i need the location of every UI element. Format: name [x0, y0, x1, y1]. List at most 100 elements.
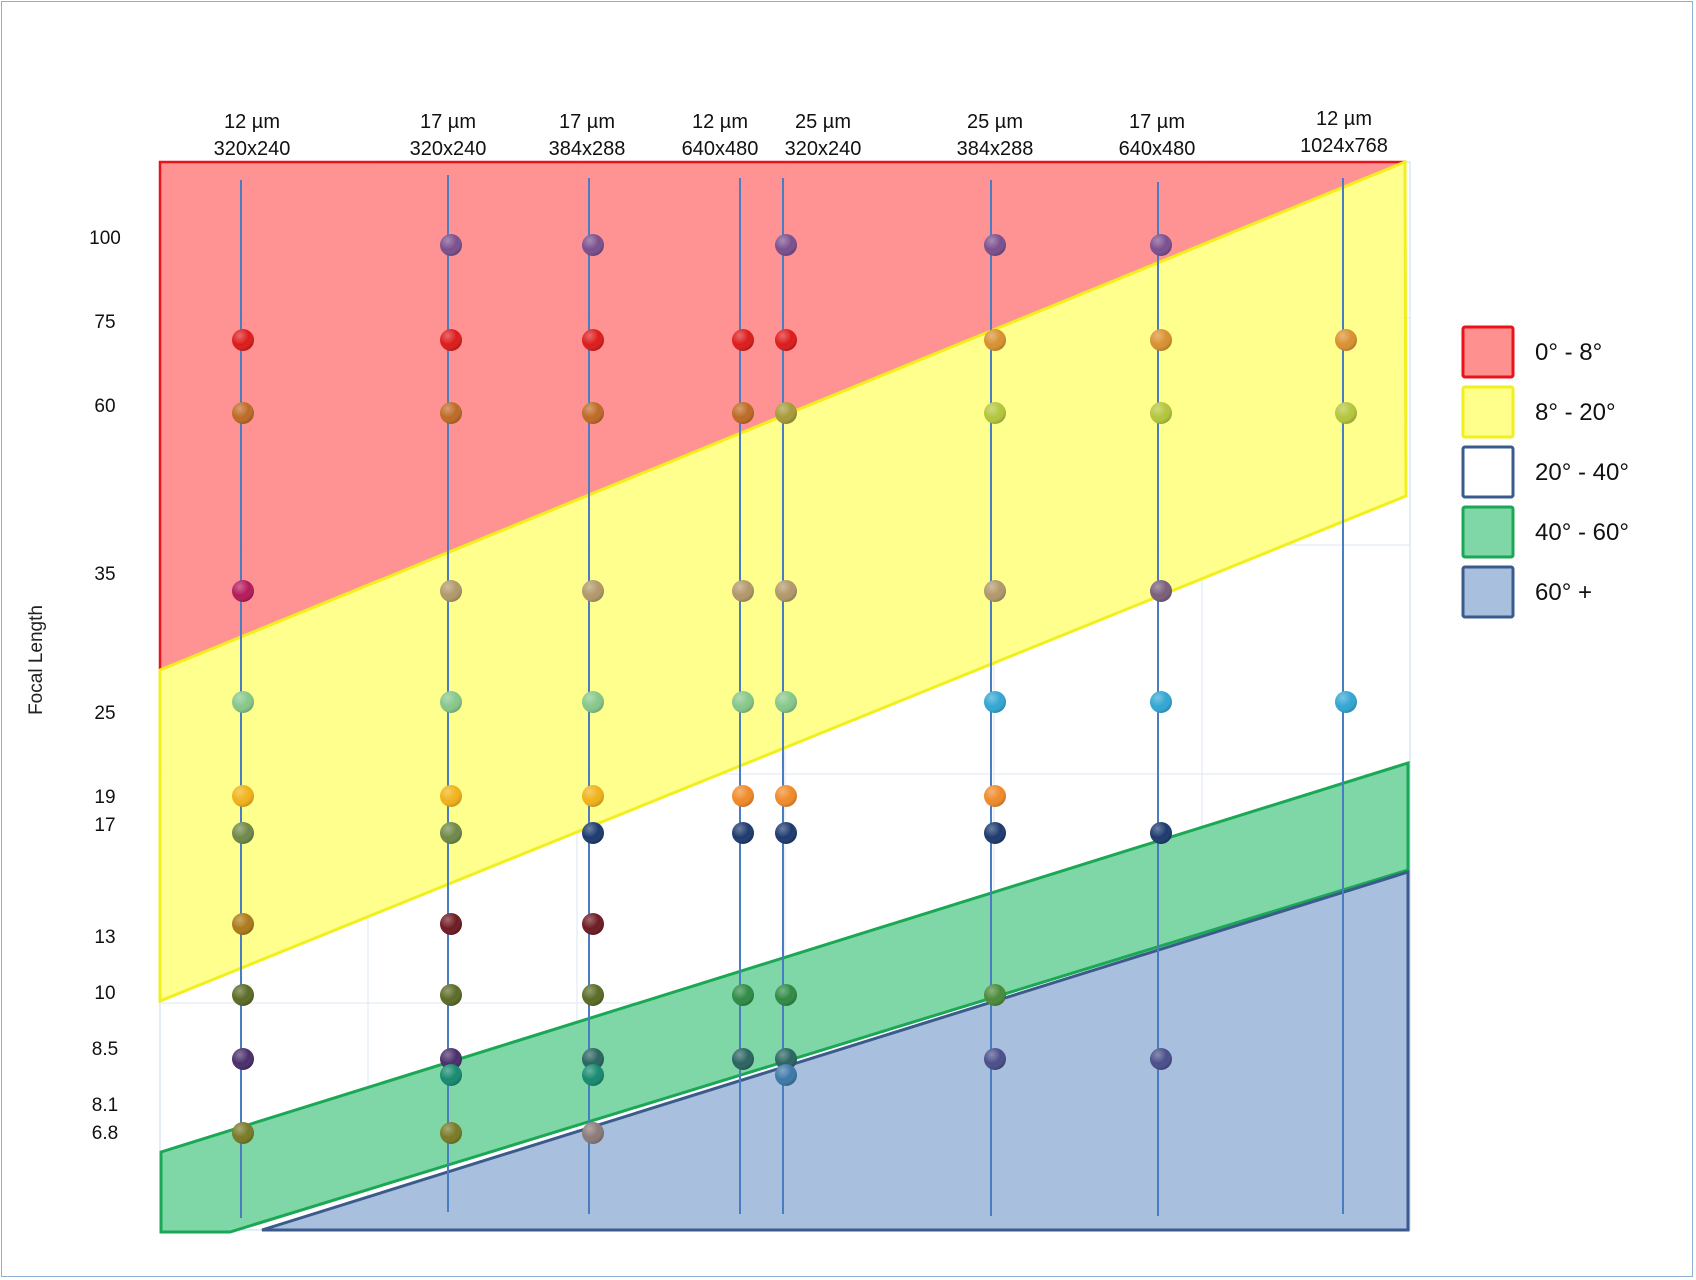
data-point — [984, 1048, 1006, 1070]
data-point — [582, 913, 604, 935]
data-point — [582, 785, 604, 807]
data-point — [775, 580, 797, 602]
legend-swatch — [1461, 565, 1515, 619]
data-point — [984, 984, 1006, 1006]
row-label: 8.1 — [92, 1095, 118, 1116]
column-label-bottom-7: 1024x768 — [1300, 135, 1388, 157]
legend-item: 20° - 40° — [1461, 445, 1629, 499]
data-point — [582, 984, 604, 1006]
data-point — [440, 1048, 462, 1070]
legend-item: 0° - 8° — [1461, 325, 1602, 379]
legend-swatch — [1461, 445, 1515, 499]
column-label-top-7: 12 µm — [1316, 108, 1372, 130]
data-point — [582, 329, 604, 351]
data-point — [984, 402, 1006, 424]
column-label-top-3: 12 µm — [692, 111, 748, 133]
data-point — [1335, 329, 1357, 351]
data-point — [732, 785, 754, 807]
data-point — [984, 691, 1006, 713]
data-point — [232, 785, 254, 807]
column-label-top-2: 17 µm — [559, 111, 615, 133]
data-point — [582, 402, 604, 424]
row-label: 35 — [94, 564, 115, 585]
data-point — [440, 402, 462, 424]
y-axis-title: Focal Length — [26, 605, 47, 715]
column-label-bottom-5: 384x288 — [957, 138, 1034, 160]
data-point — [1150, 691, 1172, 713]
data-point — [582, 580, 604, 602]
data-point — [440, 1122, 462, 1144]
data-point — [582, 822, 604, 844]
data-point — [582, 691, 604, 713]
row-label: 25 — [94, 703, 115, 724]
column-label-top-4: 25 µm — [795, 111, 851, 133]
data-point — [232, 580, 254, 602]
data-point — [440, 822, 462, 844]
column-label-bottom-4: 320x240 — [785, 138, 862, 160]
data-point — [232, 1048, 254, 1070]
data-point — [984, 329, 1006, 351]
data-point — [775, 822, 797, 844]
data-point — [775, 984, 797, 1006]
data-point — [775, 1048, 797, 1070]
data-point — [1150, 329, 1172, 351]
column-labels: 12 µm 320x240 17 µm 320x240 17 µm 384x288 12 µ… — [214, 108, 1388, 160]
data-point — [232, 822, 254, 844]
row-label: 100 — [89, 228, 121, 249]
data-point — [582, 1064, 604, 1086]
data-point — [984, 785, 1006, 807]
data-point — [1335, 402, 1357, 424]
data-point — [232, 691, 254, 713]
data-point — [232, 1122, 254, 1144]
data-point — [440, 329, 462, 351]
data-point — [732, 402, 754, 424]
column-label-bottom-1: 320x240 — [410, 138, 487, 160]
legend-swatch — [1461, 505, 1515, 559]
data-point — [984, 234, 1006, 256]
data-point — [1150, 234, 1172, 256]
data-point — [984, 580, 1006, 602]
data-point — [232, 913, 254, 935]
data-point — [232, 329, 254, 351]
legend-label: 60° + — [1535, 579, 1592, 606]
data-point — [440, 984, 462, 1006]
column-label-top-5: 25 µm — [967, 111, 1023, 133]
column-label-top-6: 17 µm — [1129, 111, 1185, 133]
data-point — [775, 691, 797, 713]
data-point — [732, 984, 754, 1006]
legend-label: 20° - 40° — [1535, 459, 1629, 486]
row-label: 60 — [94, 396, 115, 417]
data-point — [732, 1048, 754, 1070]
band-60-plus — [261, 869, 1410, 1232]
legend-swatch — [1461, 325, 1515, 379]
data-point — [440, 1064, 462, 1086]
data-point — [732, 691, 754, 713]
row-label: 6.8 — [92, 1123, 118, 1144]
data-point — [582, 1122, 604, 1144]
data-point — [1335, 691, 1357, 713]
data-point — [232, 984, 254, 1006]
legend-label: 8° - 20° — [1535, 399, 1616, 426]
data-point — [440, 785, 462, 807]
data-point — [775, 329, 797, 351]
column-label-bottom-6: 640x480 — [1119, 138, 1196, 160]
row-label: 13 — [94, 927, 115, 948]
data-point — [984, 822, 1006, 844]
legend: 0° - 8° 8° - 20° 20° - 40° 40° - 60° 60° + — [1461, 325, 1629, 619]
data-point — [582, 1048, 604, 1070]
data-point — [775, 785, 797, 807]
legend-label: 0° - 8° — [1535, 339, 1602, 366]
column-label-bottom-3: 640x480 — [682, 138, 759, 160]
data-point — [440, 691, 462, 713]
row-label: 8.5 — [92, 1039, 118, 1060]
column-label-bottom-0: 320x240 — [214, 138, 291, 160]
legend-label: 40° - 60° — [1535, 519, 1629, 546]
data-point — [1150, 402, 1172, 424]
data-point — [1150, 580, 1172, 602]
data-point — [732, 822, 754, 844]
column-label-top-0: 12 µm — [224, 111, 280, 133]
legend-swatch — [1461, 385, 1515, 439]
data-point — [775, 402, 797, 424]
row-labels: 100 75 60 35 25 19 17 13 10 8.5 8.1 6.8 — [89, 228, 121, 1144]
